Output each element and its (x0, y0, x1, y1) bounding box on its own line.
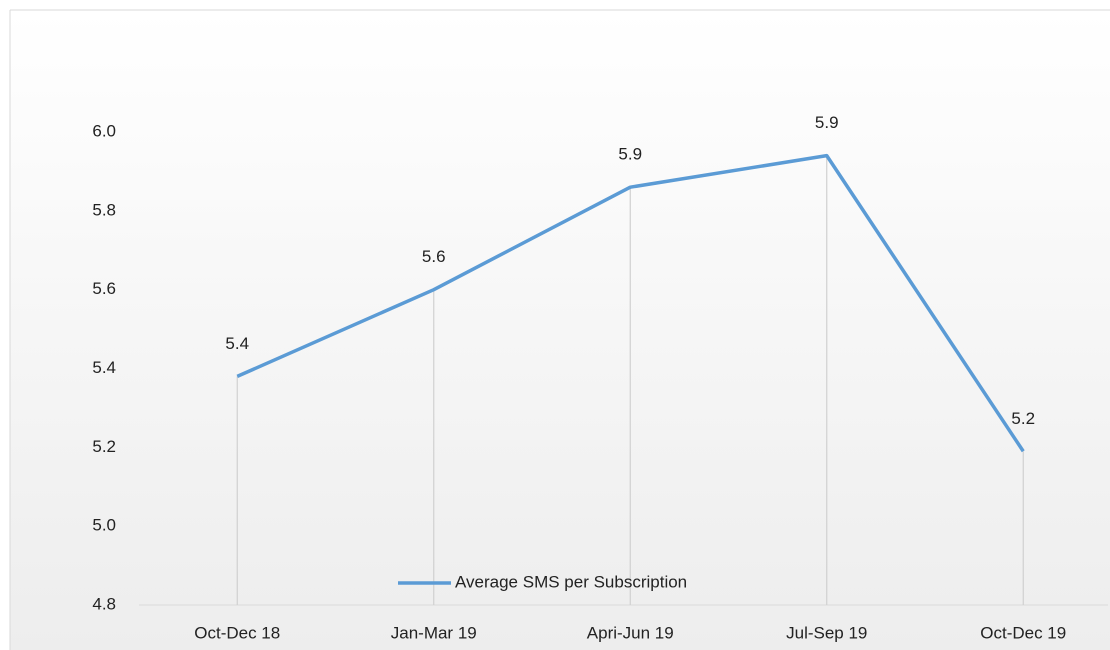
y-tick-label: 5.6 (92, 279, 116, 298)
x-tick-label: Jul-Sep 19 (786, 623, 867, 642)
chart-background (10, 10, 1110, 650)
series-line (236, 153, 1025, 453)
data-label: 5.9 (815, 113, 839, 132)
y-tick-label: 5.0 (92, 516, 116, 535)
data-label: 5.2 (1011, 409, 1035, 428)
legend-label: Average SMS per Subscription (455, 572, 687, 591)
x-tick-label: Apri-Jun 19 (587, 623, 674, 642)
y-tick-label: 5.4 (92, 358, 116, 377)
y-tick-label: 4.8 (92, 594, 116, 613)
y-tick-label: 6.0 (92, 121, 116, 140)
x-tick-label: Oct-Dec 18 (194, 623, 280, 642)
data-label: 5.9 (618, 145, 642, 164)
data-label: 5.6 (422, 247, 446, 266)
y-tick-label: 5.8 (92, 200, 116, 219)
y-tick-label: 5.2 (92, 437, 116, 456)
x-tick-label: Jan-Mar 19 (391, 623, 477, 642)
data-label: 5.4 (225, 334, 249, 353)
x-tick-label: Oct-Dec 19 (980, 623, 1066, 642)
